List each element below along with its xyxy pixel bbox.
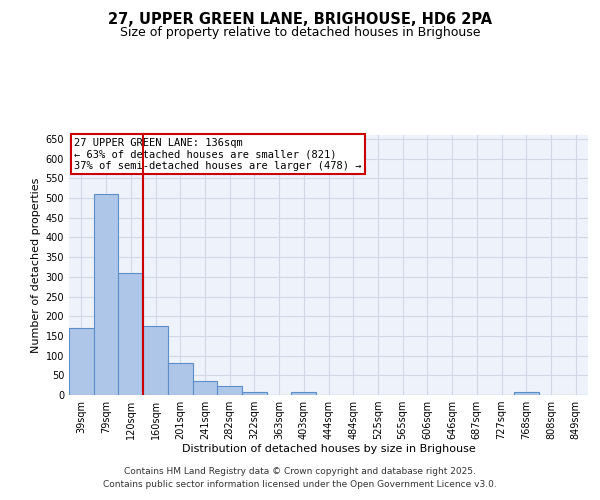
Bar — [69, 328, 94, 395]
Bar — [292, 392, 316, 395]
Bar — [193, 381, 217, 395]
Bar — [94, 194, 118, 395]
Text: 27, UPPER GREEN LANE, BRIGHOUSE, HD6 2PA: 27, UPPER GREEN LANE, BRIGHOUSE, HD6 2PA — [108, 12, 492, 28]
X-axis label: Distribution of detached houses by size in Brighouse: Distribution of detached houses by size … — [182, 444, 475, 454]
Text: Contains public sector information licensed under the Open Government Licence v3: Contains public sector information licen… — [103, 480, 497, 489]
Bar — [242, 392, 267, 395]
Text: 27 UPPER GREEN LANE: 136sqm
← 63% of detached houses are smaller (821)
37% of se: 27 UPPER GREEN LANE: 136sqm ← 63% of det… — [74, 138, 362, 171]
Text: Contains HM Land Registry data © Crown copyright and database right 2025.: Contains HM Land Registry data © Crown c… — [124, 467, 476, 476]
Bar — [217, 386, 242, 395]
Text: Size of property relative to detached houses in Brighouse: Size of property relative to detached ho… — [120, 26, 480, 39]
Bar — [514, 392, 539, 395]
Y-axis label: Number of detached properties: Number of detached properties — [31, 178, 41, 352]
Bar — [168, 364, 193, 395]
Bar — [118, 273, 143, 395]
Bar — [143, 326, 168, 395]
